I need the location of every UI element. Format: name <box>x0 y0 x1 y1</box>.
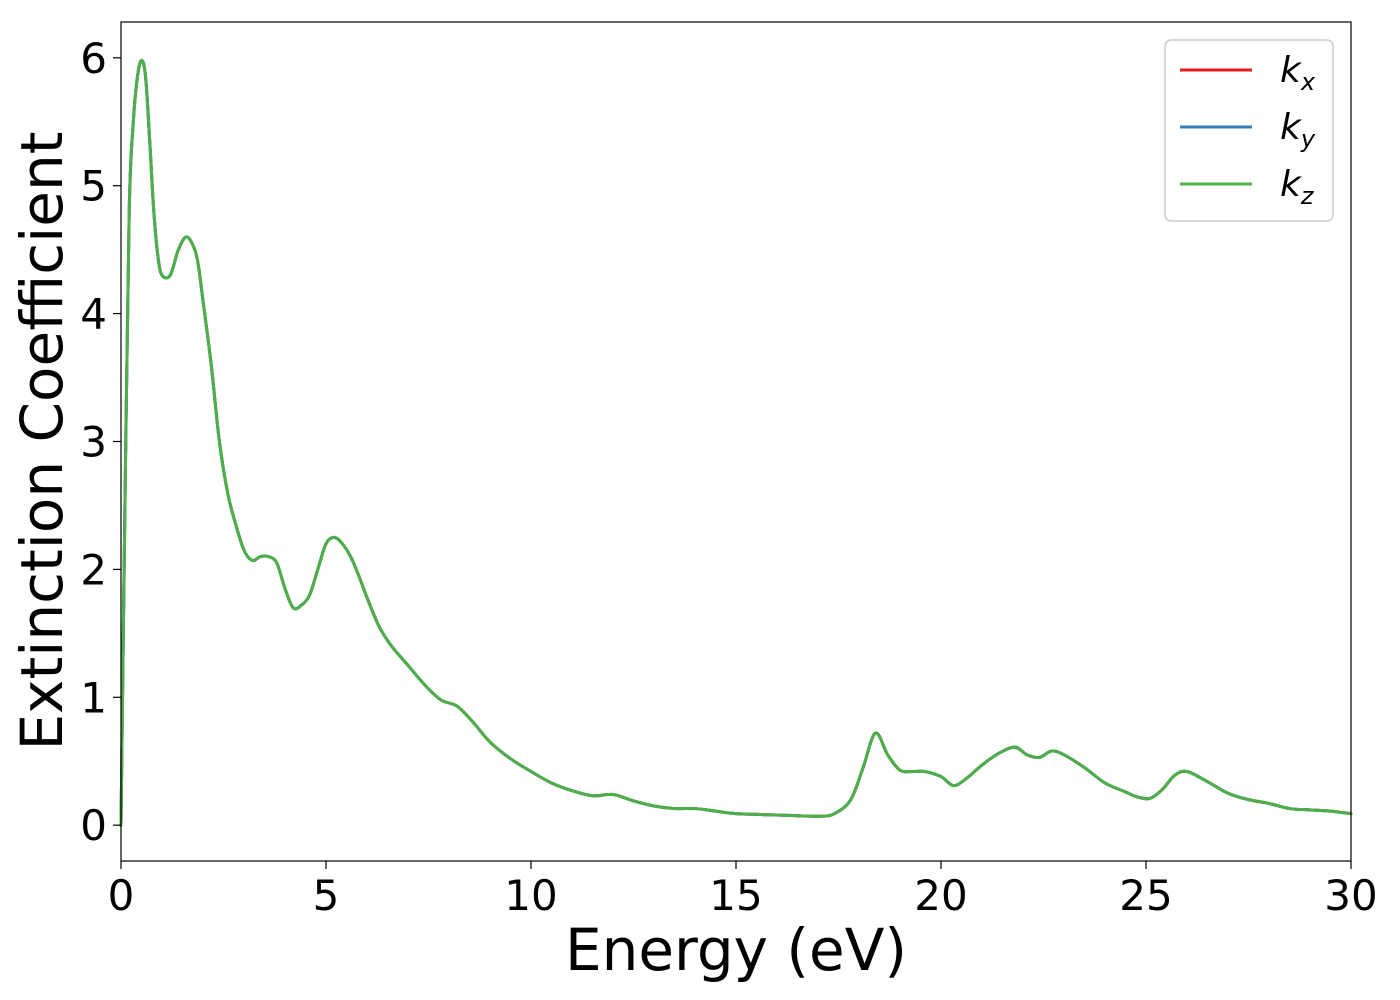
y-tick-label: 5 <box>80 162 107 211</box>
y-axis-title: Extinction Coefficient <box>8 132 76 751</box>
legend-entries: kx ky kz <box>1180 50 1316 210</box>
series-line-z <box>119 58 1353 827</box>
x-axis-title: Energy (eV) <box>565 916 907 984</box>
x-tick-label: 25 <box>1119 871 1172 920</box>
y-tick-label: 2 <box>80 545 107 594</box>
y-tick-label: 1 <box>80 673 107 722</box>
x-tick-label: 30 <box>1324 871 1377 920</box>
x-tick-label: 15 <box>709 871 762 920</box>
legend-label-z: kz <box>1280 164 1315 210</box>
legend: kx ky kz <box>1164 39 1334 222</box>
y-tick-label: 4 <box>80 290 107 339</box>
x-tick-label: 10 <box>504 871 557 920</box>
legend-box <box>1164 39 1334 222</box>
series-layer <box>119 58 1353 827</box>
x-axis-ticks: 0 5 10 15 20 25 30 <box>108 861 1378 920</box>
legend-label-x: kx <box>1280 50 1316 96</box>
y-tick-label: 3 <box>80 418 107 467</box>
y-tick-label: 0 <box>80 801 107 850</box>
x-tick-label: 5 <box>313 871 340 920</box>
x-tick-label: 20 <box>914 871 967 920</box>
x-tick-label: 0 <box>108 871 135 920</box>
y-axis-ticks: 0 1 2 3 4 5 6 <box>80 34 121 850</box>
legend-label-y: ky <box>1280 107 1316 153</box>
y-tick-label: 6 <box>80 34 107 83</box>
